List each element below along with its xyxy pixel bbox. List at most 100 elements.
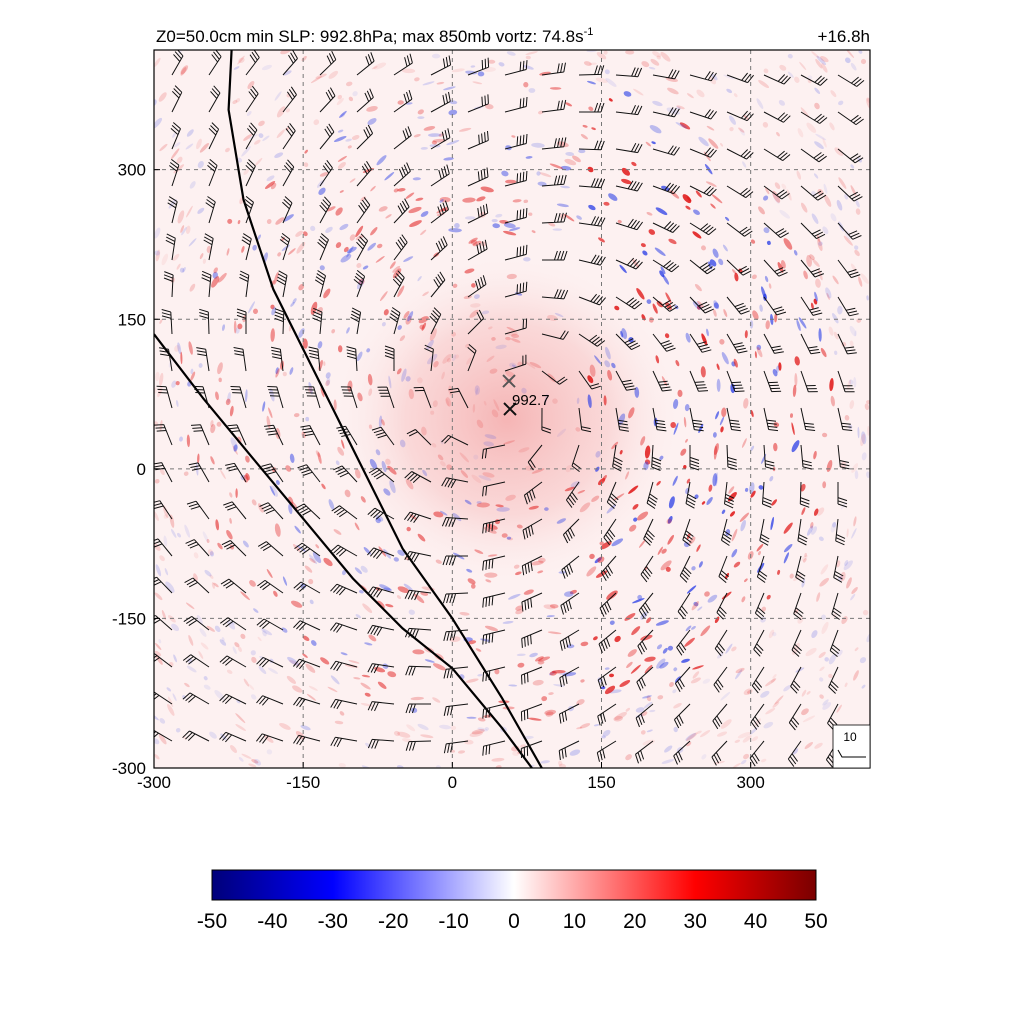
vorticity-patch [731,646,737,652]
vorticity-patch [226,529,233,540]
vorticity-patch [844,560,849,566]
vorticity-patch [649,709,656,713]
vorticity-patch [800,202,808,213]
vorticity-patch [506,330,518,336]
vorticity-patch [713,761,725,765]
wind-barb [800,296,823,316]
vorticity-patch [694,283,702,292]
vorticity-patch [833,331,839,340]
vorticity-patch [794,373,798,387]
vorticity-patch [254,157,263,166]
vorticity-patch [412,177,421,181]
wind-barb [225,462,247,483]
vorticity-patch [335,460,340,466]
vorticity-patch [783,552,790,564]
vorticity-patch [853,670,859,681]
vorticity-patch [771,499,778,506]
vorticity-patch [491,218,498,223]
wind-barb [333,465,358,483]
vorticity-patch [605,346,611,360]
vorticity-patch [176,400,179,407]
vorticity-patch [243,168,250,176]
vorticity-patch [711,194,723,204]
vorticity-patch [783,543,793,553]
vorticity-patch [651,141,656,145]
wind-barb [441,477,469,489]
vorticity-patch [443,157,454,161]
wind-barb [356,160,372,187]
vorticity-patch [495,765,502,768]
vorticity-patch [847,379,852,390]
vorticity-patch [381,419,385,426]
wind-barb [726,148,754,160]
vorticity-patch [816,234,820,243]
vorticity-patch [484,572,498,578]
vorticity-patch [575,427,581,432]
vorticity-patch [209,551,214,557]
vorticity-patch [778,99,785,106]
wind-barb [319,123,335,150]
wind-barb [356,197,371,224]
vorticity-patch [586,80,597,85]
wind-barb [300,425,321,446]
vorticity-patch [340,652,348,656]
vorticity-patch [783,522,793,534]
vorticity-patch [475,387,479,396]
vorticity-patch [791,440,800,453]
vorticity-patch [597,478,606,486]
wind-barb [208,122,220,150]
vorticity-patch [543,604,556,610]
wind-barb [636,666,654,691]
vorticity-patch [233,66,240,70]
vorticity-patch [648,229,656,235]
vorticity-patch [731,528,738,542]
vorticity-patch [640,634,653,641]
vorticity-patch [772,191,780,204]
vorticity-patch [422,81,435,86]
vorticity-patch [417,723,429,731]
vorticity-patch [282,371,287,377]
vorticity-patch [364,642,373,646]
vorticity-patch [611,538,624,547]
vorticity-patch [604,69,610,75]
wind-barb [689,222,717,236]
wind-barb [186,500,210,520]
vorticity-patch [452,283,458,288]
vorticity-patch [648,317,654,323]
vorticity-patch [715,472,718,487]
wind-barb [837,222,862,240]
wind-barb [203,233,214,261]
wind-barb [689,445,700,471]
vorticity-patch [359,590,364,594]
wind-barb [227,424,247,446]
vorticity-patch [170,148,180,160]
wind-barb [726,222,753,237]
wind-barb [726,444,738,471]
vorticity-patch [214,625,221,633]
vorticity-patch [796,170,802,180]
vorticity-patch [464,268,475,274]
vorticity-patch [682,194,692,204]
vorticity-patch [861,684,866,689]
vorticity-patch [323,557,333,567]
vorticity-patch [494,668,500,675]
vorticity-patch [544,393,548,406]
vorticity-patch [243,678,250,687]
vorticity-patch [758,550,761,556]
vorticity-patch [713,300,720,310]
vorticity-patch [248,684,255,690]
vorticity-patch [701,754,707,760]
wind-barb [504,60,528,76]
vorticity-patch [211,276,220,288]
vorticity-patch [337,129,344,133]
wind-barb [673,703,691,729]
vorticity-patch [333,135,347,143]
vorticity-patch [435,559,442,564]
vorticity-patch [836,704,842,713]
vorticity-patch [720,691,731,701]
vorticity-patch [385,214,392,219]
vorticity-patch [339,110,347,118]
vorticity-patch [560,185,570,189]
vorticity-patch [325,380,330,387]
wind-barb [393,89,413,113]
